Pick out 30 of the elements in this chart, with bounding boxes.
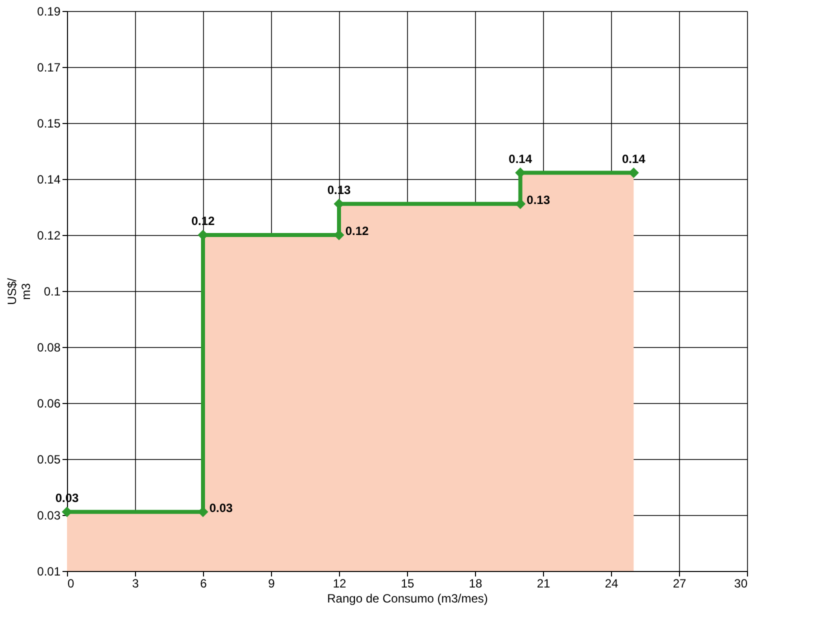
y-tick-label: 0.14 bbox=[37, 172, 61, 186]
x-tick-label: 15 bbox=[400, 576, 414, 590]
y-tick-label: 0.17 bbox=[37, 60, 61, 74]
data-label: 0.12 bbox=[345, 224, 369, 238]
data-label: 0.03 bbox=[209, 500, 233, 515]
x-axis-title: Rango de Consumo (m3/mes) bbox=[327, 592, 488, 606]
x-tick-label: 0 bbox=[68, 576, 74, 590]
y-tick-label: 0.19 bbox=[37, 4, 61, 18]
x-tick-label: 3 bbox=[132, 576, 140, 590]
y-tick-label: 0.1 bbox=[44, 284, 61, 298]
data-label: 0.14 bbox=[622, 152, 646, 166]
x-tick-label: 12 bbox=[332, 576, 346, 590]
y-tick-label: 0.15 bbox=[37, 116, 61, 130]
x-tick-label: 21 bbox=[536, 576, 550, 590]
data-label: 0.14 bbox=[508, 152, 532, 166]
x-tick-label: 30 bbox=[734, 576, 748, 590]
y-tick-label: 0.06 bbox=[37, 396, 61, 410]
x-tick-label: 9 bbox=[268, 576, 276, 590]
data-label: 0.13 bbox=[526, 192, 550, 207]
y-tick-label: 0.03 bbox=[37, 508, 61, 522]
y-tick-label: 0.12 bbox=[37, 228, 61, 242]
x-tick-label: 24 bbox=[604, 576, 618, 590]
x-tick-label: 18 bbox=[468, 576, 482, 590]
y-tick-label: 0.01 bbox=[37, 564, 61, 578]
y-tick-label: 0.05 bbox=[37, 452, 61, 466]
y-axis-title: US$/ m3 bbox=[5, 278, 34, 305]
y-tick-label: 0.08 bbox=[37, 340, 61, 354]
x-tick-label: 6 bbox=[200, 576, 208, 590]
point bbox=[515, 198, 526, 210]
x-tick-label: 27 bbox=[672, 576, 686, 590]
